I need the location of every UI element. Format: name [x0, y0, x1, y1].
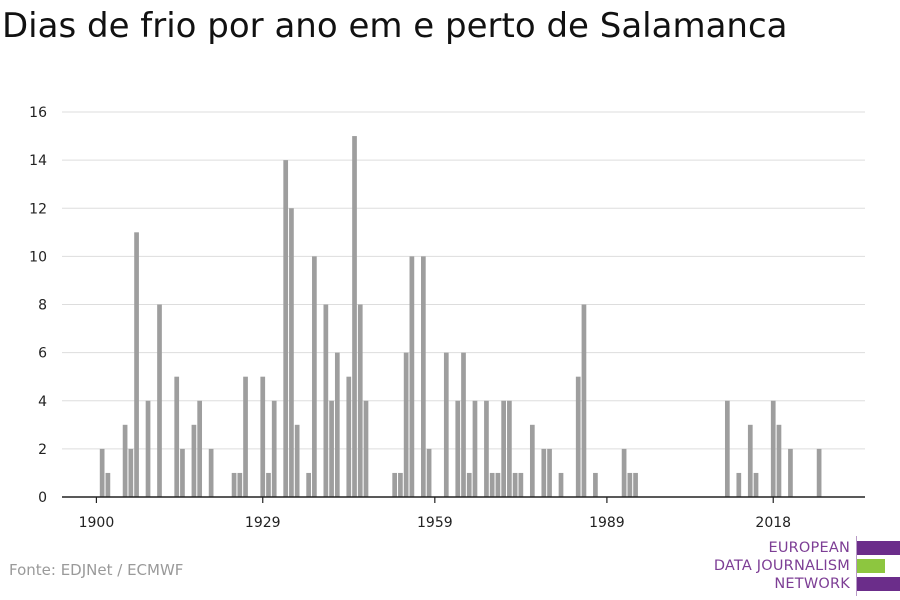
y-tick-label: 16: [29, 105, 47, 121]
bar-chart: 0 2 4 6 8 10 12 14 16 1900 1929 1959 1989 2018: [29, 105, 865, 531]
bar[interactable]: [621, 448, 627, 497]
bar[interactable]: [180, 448, 185, 497]
chart-title: Dias de frio por ano em e perto de Salam…: [2, 6, 788, 46]
bar[interactable]: [512, 472, 518, 497]
logo-line-2: DATA JOURNALISM: [713, 558, 850, 574]
bar[interactable]: [289, 208, 294, 497]
bar[interactable]: [633, 472, 638, 497]
bar[interactable]: [581, 304, 587, 498]
bar[interactable]: [409, 256, 415, 497]
bar[interactable]: [426, 448, 432, 497]
x-tick-label: 1900: [79, 515, 115, 531]
y-tick-label: 8: [38, 298, 47, 314]
bar[interactable]: [816, 448, 822, 497]
logo-line-3: NETWORK: [774, 576, 850, 592]
bar[interactable]: [547, 448, 552, 497]
y-axis-ticks: 0 2 4 6 8 10 12 14 16: [29, 105, 47, 506]
bar[interactable]: [501, 400, 507, 497]
source-note: Fonte: EDJNet / ECMWF: [9, 561, 184, 579]
bar[interactable]: [736, 472, 742, 497]
bar[interactable]: [461, 352, 466, 497]
x-tick-label: 1959: [417, 515, 453, 531]
bar[interactable]: [443, 352, 449, 497]
bar[interactable]: [157, 304, 162, 498]
bar[interactable]: [122, 424, 128, 497]
bar[interactable]: [208, 448, 214, 497]
bars: [99, 136, 822, 498]
bar[interactable]: [294, 424, 300, 497]
bar[interactable]: [266, 472, 271, 497]
bar[interactable]: [593, 472, 598, 497]
bar[interactable]: [197, 400, 203, 497]
bar[interactable]: [283, 160, 289, 497]
bar[interactable]: [334, 352, 340, 497]
bar[interactable]: [788, 448, 793, 497]
x-tick-label: 1989: [589, 515, 625, 531]
bar[interactable]: [747, 424, 753, 497]
bar[interactable]: [231, 472, 237, 497]
bar[interactable]: [134, 232, 139, 497]
y-tick-label: 14: [29, 153, 47, 169]
bar[interactable]: [392, 472, 398, 497]
edjnet-logo[interactable]: EUROPEAN DATA JOURNALISM NETWORK: [700, 536, 900, 596]
logo-green-bar: [857, 559, 885, 573]
bar[interactable]: [575, 376, 581, 497]
bar[interactable]: [495, 472, 501, 497]
bar[interactable]: [174, 376, 180, 497]
bar[interactable]: [455, 400, 461, 497]
bar[interactable]: [753, 472, 759, 497]
bar[interactable]: [420, 256, 426, 497]
bar[interactable]: [558, 472, 564, 497]
bar[interactable]: [489, 472, 495, 497]
bar[interactable]: [243, 376, 248, 497]
bar[interactable]: [329, 400, 334, 497]
logo-purple-bar-bottom: [857, 577, 900, 591]
bar[interactable]: [260, 376, 266, 497]
bar[interactable]: [466, 472, 472, 497]
bar[interactable]: [541, 448, 547, 497]
bar[interactable]: [398, 472, 403, 497]
bar[interactable]: [529, 424, 535, 497]
bar[interactable]: [271, 400, 277, 497]
x-tick-label: 1929: [245, 515, 281, 531]
y-tick-label: 6: [38, 346, 47, 362]
bar[interactable]: [627, 472, 633, 497]
bar[interactable]: [323, 304, 329, 498]
bar[interactable]: [363, 400, 369, 497]
bar[interactable]: [472, 400, 478, 497]
logo-line-1: EUROPEAN: [768, 540, 850, 556]
bar[interactable]: [770, 400, 776, 497]
bar[interactable]: [346, 376, 352, 497]
bar[interactable]: [724, 400, 730, 497]
logo-purple-bar-top: [857, 541, 900, 555]
bar[interactable]: [145, 400, 151, 497]
x-tick-label: 2018: [755, 515, 791, 531]
bar[interactable]: [306, 472, 311, 497]
bar[interactable]: [105, 472, 111, 497]
bar[interactable]: [776, 424, 782, 497]
bar[interactable]: [99, 448, 105, 497]
bar[interactable]: [312, 256, 317, 497]
x-axis-ticks: 1900 1929 1959 1989 2018: [79, 497, 791, 531]
bar[interactable]: [357, 304, 363, 498]
bar[interactable]: [484, 400, 489, 497]
bar[interactable]: [128, 448, 134, 497]
y-tick-label: 12: [29, 201, 47, 217]
y-tick-label: 10: [29, 249, 47, 265]
y-tick-label: 2: [38, 442, 47, 458]
bar[interactable]: [518, 472, 524, 497]
bar[interactable]: [237, 472, 243, 497]
y-tick-label: 4: [38, 394, 47, 410]
y-tick-label: 0: [38, 490, 47, 506]
logo-divider: [856, 536, 857, 596]
bar[interactable]: [403, 352, 409, 497]
bar[interactable]: [191, 424, 197, 497]
bar[interactable]: [352, 136, 357, 497]
bar[interactable]: [507, 400, 512, 497]
